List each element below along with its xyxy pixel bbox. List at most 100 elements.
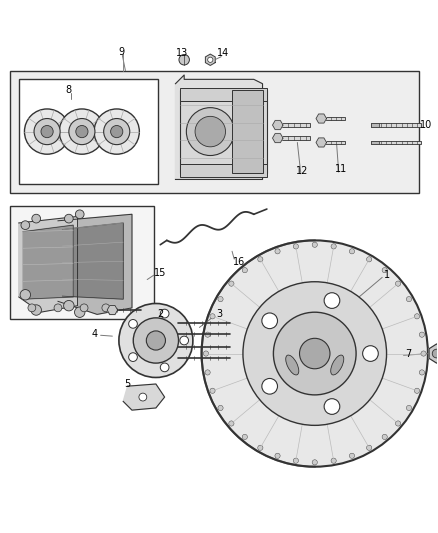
Circle shape [201, 240, 428, 467]
Text: 1: 1 [384, 270, 390, 280]
Circle shape [331, 458, 336, 463]
Circle shape [414, 314, 420, 319]
Circle shape [119, 303, 193, 377]
Bar [10, 71, 419, 192]
Circle shape [367, 445, 372, 450]
Circle shape [195, 116, 226, 147]
Bar [371, 141, 379, 144]
Polygon shape [176, 75, 262, 180]
Bar [180, 88, 267, 101]
Polygon shape [272, 134, 283, 143]
Text: 16: 16 [233, 257, 245, 267]
Circle shape [111, 125, 123, 138]
Circle shape [180, 336, 188, 345]
Polygon shape [316, 114, 326, 123]
Circle shape [363, 346, 378, 361]
Circle shape [74, 307, 85, 318]
Circle shape [146, 331, 166, 350]
Circle shape [179, 54, 189, 65]
Polygon shape [58, 214, 132, 314]
Circle shape [21, 221, 30, 230]
Circle shape [160, 309, 169, 318]
Circle shape [262, 313, 278, 329]
Circle shape [229, 421, 234, 426]
Text: 14: 14 [217, 49, 230, 58]
Text: 8: 8 [66, 85, 72, 95]
Circle shape [242, 434, 247, 440]
Circle shape [419, 332, 424, 337]
Circle shape [350, 249, 355, 254]
Circle shape [273, 312, 356, 395]
Circle shape [205, 332, 210, 337]
Polygon shape [19, 216, 78, 312]
Circle shape [94, 109, 139, 154]
Text: 4: 4 [92, 329, 98, 339]
Text: 7: 7 [405, 349, 411, 359]
Bar [278, 123, 311, 127]
Text: 11: 11 [335, 164, 347, 174]
Circle shape [205, 370, 210, 375]
Circle shape [382, 268, 387, 273]
Bar [321, 141, 345, 144]
Circle shape [34, 118, 60, 144]
Circle shape [419, 370, 424, 375]
Bar [180, 164, 267, 177]
Text: 10: 10 [420, 120, 432, 130]
Text: 2: 2 [157, 309, 163, 319]
Circle shape [382, 434, 387, 440]
Circle shape [59, 109, 105, 154]
Polygon shape [205, 54, 215, 66]
Bar [371, 123, 379, 127]
Circle shape [229, 281, 234, 286]
Circle shape [421, 351, 426, 356]
Circle shape [414, 388, 420, 393]
Circle shape [396, 281, 401, 286]
Circle shape [20, 289, 31, 300]
Circle shape [293, 244, 298, 249]
Circle shape [28, 304, 36, 312]
Circle shape [80, 304, 88, 312]
Text: 3: 3 [216, 309, 222, 319]
Circle shape [331, 244, 336, 249]
Text: 13: 13 [176, 49, 188, 58]
Text: 12: 12 [296, 166, 308, 176]
Circle shape [300, 338, 330, 369]
Circle shape [406, 296, 412, 302]
Circle shape [104, 118, 130, 144]
Circle shape [75, 210, 84, 219]
Circle shape [367, 257, 372, 262]
Circle shape [324, 399, 340, 414]
Bar [10, 206, 154, 319]
Circle shape [218, 296, 223, 302]
Circle shape [293, 458, 298, 463]
Bar [180, 90, 267, 173]
Polygon shape [429, 344, 438, 363]
Circle shape [76, 125, 88, 138]
Circle shape [432, 349, 438, 358]
Circle shape [243, 282, 387, 425]
Circle shape [312, 242, 318, 247]
Polygon shape [272, 120, 283, 130]
Circle shape [31, 305, 42, 315]
Circle shape [41, 125, 53, 138]
Circle shape [312, 460, 318, 465]
Circle shape [64, 301, 74, 311]
Circle shape [218, 405, 223, 410]
Circle shape [324, 293, 340, 309]
Polygon shape [107, 305, 117, 314]
Text: 5: 5 [124, 379, 131, 389]
Text: 15: 15 [154, 268, 166, 278]
Bar [371, 141, 421, 144]
Bar [232, 90, 262, 173]
Circle shape [129, 319, 138, 328]
Circle shape [203, 351, 208, 356]
Circle shape [25, 109, 70, 154]
Circle shape [186, 108, 234, 156]
Circle shape [133, 318, 179, 363]
Polygon shape [62, 223, 123, 299]
Circle shape [54, 304, 62, 312]
Circle shape [139, 393, 147, 401]
Circle shape [160, 363, 169, 372]
Ellipse shape [286, 355, 299, 375]
Bar [371, 123, 421, 127]
